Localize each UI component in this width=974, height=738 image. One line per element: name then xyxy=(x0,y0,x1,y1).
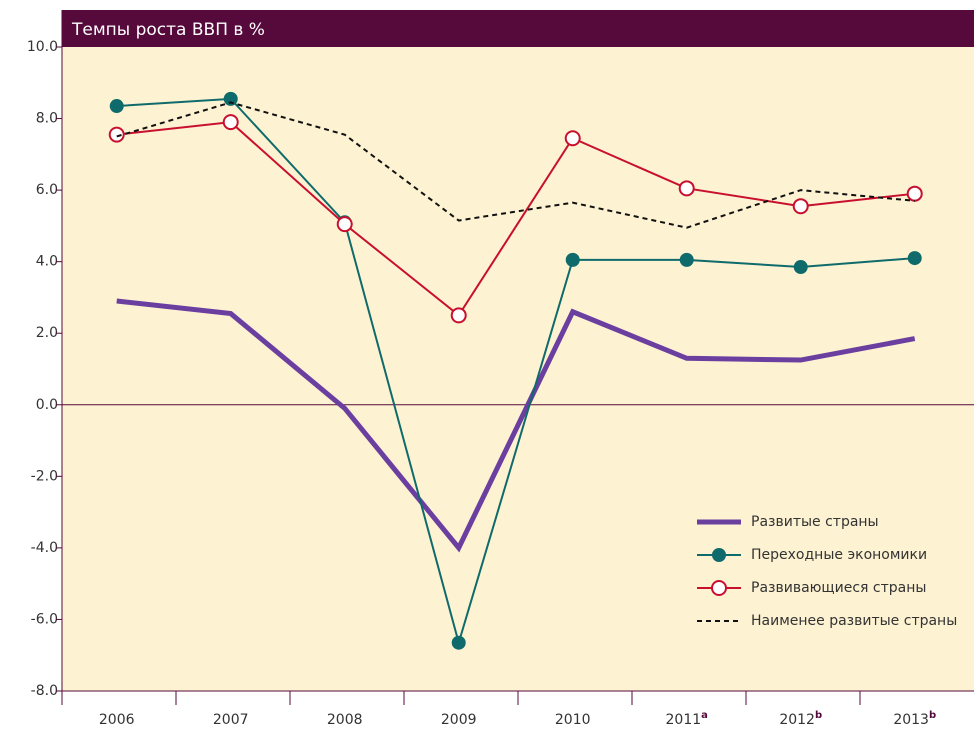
marker xyxy=(793,260,808,275)
marker xyxy=(336,216,353,233)
y-tick-label: -4.0 xyxy=(31,540,58,556)
x-tick-label: 2008 xyxy=(327,712,363,728)
marker xyxy=(792,198,809,215)
series-line xyxy=(116,298,916,553)
marker xyxy=(222,114,239,131)
marker xyxy=(109,99,124,114)
marker xyxy=(223,91,238,106)
marker xyxy=(451,635,466,650)
x-tick-label: 2012b xyxy=(779,710,822,728)
marker xyxy=(450,307,467,324)
marker xyxy=(679,252,694,267)
x-tick-year: 2013 xyxy=(893,712,929,728)
x-tick-year: 2009 xyxy=(441,712,477,728)
y-tick-label: -6.0 xyxy=(31,611,58,627)
y-tick-label: 2.0 xyxy=(36,325,58,341)
marker xyxy=(712,548,726,562)
y-tick-label: -2.0 xyxy=(31,468,58,484)
marker xyxy=(565,252,580,267)
series-line xyxy=(116,121,915,317)
x-tick-year: 2006 xyxy=(99,712,135,728)
x-tick-year: 2007 xyxy=(213,712,249,728)
x-tick-note: b xyxy=(815,710,822,721)
x-tick-year: 2012 xyxy=(779,712,815,728)
y-tick-label: 6.0 xyxy=(36,182,58,198)
series-line xyxy=(116,97,915,647)
y-tick-label: 10.0 xyxy=(27,39,58,55)
marker xyxy=(564,130,581,147)
x-tick-year: 2008 xyxy=(327,712,363,728)
legend-label: Развитые страны xyxy=(751,514,879,530)
x-tick-label: 2009 xyxy=(441,712,477,728)
x-tick-label: 2013b xyxy=(893,710,936,728)
legend-label: Переходные экономики xyxy=(751,547,927,563)
y-tick-label: 0.0 xyxy=(36,397,58,413)
plot-background xyxy=(62,47,974,691)
x-tick-label: 2007 xyxy=(213,712,249,728)
x-tick-year: 2010 xyxy=(555,712,591,728)
x-tick-label: 2010 xyxy=(555,712,591,728)
marker xyxy=(907,251,922,266)
y-tick-label: 8.0 xyxy=(36,111,58,127)
y-tick-label: 4.0 xyxy=(36,254,58,270)
x-tick-year: 2011 xyxy=(666,712,702,728)
chart-title: Темпы роста ВВП в % xyxy=(71,20,265,40)
marker xyxy=(108,126,125,143)
marker xyxy=(678,180,695,197)
title-bar xyxy=(62,10,974,47)
x-tick-note: b xyxy=(929,710,936,721)
y-tick-label: -8.0 xyxy=(31,683,58,699)
marker xyxy=(711,580,727,596)
x-tick-note: a xyxy=(701,710,708,721)
marker xyxy=(906,185,923,202)
legend-label: Развивающиеся страны xyxy=(751,580,926,596)
legend-label: Наименее развитые страны xyxy=(751,613,957,629)
x-tick-label: 2006 xyxy=(99,712,135,728)
series-line xyxy=(116,101,915,229)
x-tick-label: 2011a xyxy=(666,710,708,728)
